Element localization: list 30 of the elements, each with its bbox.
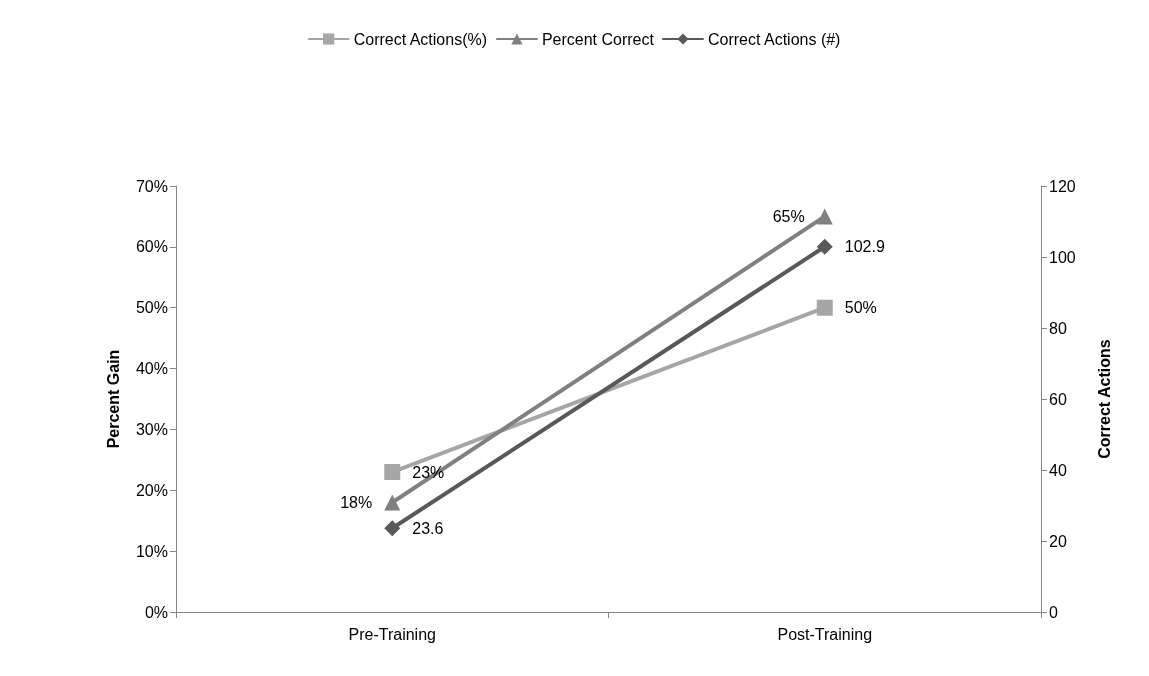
y-tick-label: 30% (135, 420, 168, 438)
y-axis-title: Percent Gain (104, 349, 122, 449)
data-label: 23.6 (412, 519, 444, 537)
y2-axis-title: Correct Actions (1095, 339, 1113, 459)
point (816, 299, 833, 316)
legend-label: Percent Correct (541, 30, 655, 48)
data-label: 50% (844, 299, 877, 317)
y2-tick-label: 20 (1049, 532, 1067, 550)
y2-tick-label: 40 (1049, 461, 1067, 479)
y2-tick-label: 100 (1049, 248, 1076, 266)
legend-label: Correct Actions (#) (707, 30, 841, 48)
data-label: 23% (412, 463, 445, 481)
point (384, 464, 401, 481)
y-tick-label: 70% (135, 177, 168, 195)
y-tick-label: 10% (135, 542, 168, 560)
y-tick-label: 50% (135, 299, 168, 317)
data-label: 65% (772, 207, 805, 225)
data-label: 18% (340, 493, 373, 511)
data-label: 102.9 (844, 238, 885, 256)
y2-tick-label: 60 (1049, 390, 1067, 408)
legend-label: Correct Actions(%) (353, 30, 488, 48)
y-tick-label: 20% (135, 481, 168, 499)
y-tick-label: 0% (144, 603, 168, 621)
x-tick-label: Pre-Training (348, 625, 436, 643)
y2-tick-label: 0 (1049, 603, 1058, 621)
y-tick-label: 60% (135, 238, 168, 256)
y2-tick-label: 80 (1049, 319, 1067, 337)
x-tick-label: Post-Training (777, 625, 873, 643)
y-tick-label: 40% (135, 360, 168, 378)
y2-tick-label: 120 (1049, 177, 1076, 195)
